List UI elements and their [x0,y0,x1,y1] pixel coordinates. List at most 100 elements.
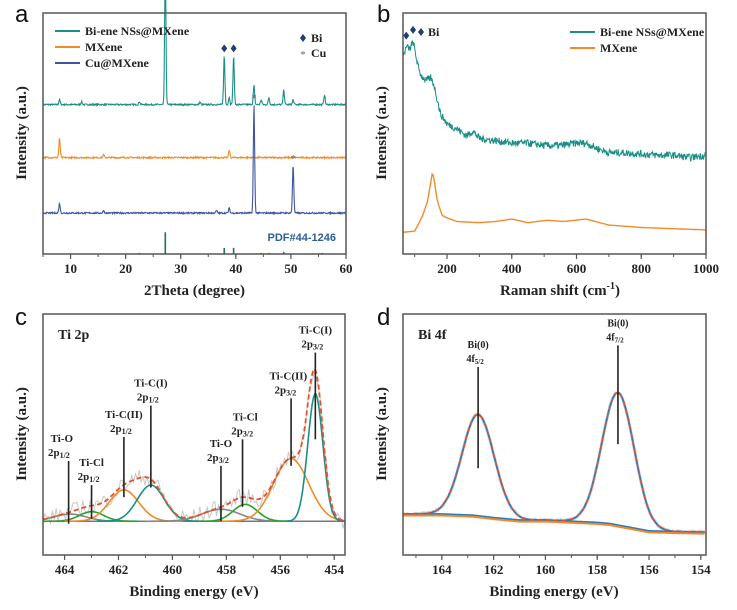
x-tick-label: 20 [119,261,132,276]
panel-c-frame [42,313,346,556]
panel-b-x-ticks: 200 400 600 800 1000 [414,254,719,276]
fit-envelope-line [403,391,705,533]
x-tick-label: 454 [324,562,344,577]
diamond-marker-icon [300,34,306,42]
x-tick-label: 462 [109,562,129,577]
peak-label-subscript: 3/2 [313,343,323,352]
panel-a-marker-legend: Bi * Cu [300,31,327,61]
fit-envelope-line [42,367,346,522]
peak-label-species: Bi(0) [607,318,628,329]
x-title-sup: -1 [607,281,615,292]
peak-label-species: Ti-Cl [233,411,258,423]
peak-label-subscript: 3/2 [286,388,296,397]
panel-d-x-ticks: 164 162 160 158 156 154 [415,555,711,577]
panel-a-frame [42,12,347,255]
panel-b-raman: b 200 400 600 800 1000 Raman shift (cm-1) In… [374,1,719,299]
peak-label-species: Ti-Cl [79,457,104,469]
x-tick-label: 162 [484,562,504,577]
raw-spectrum-line [402,391,706,536]
raw-spectrum-line [42,369,346,529]
x-tick-label: 154 [691,562,711,577]
panel-letter-b: b [377,1,390,28]
panel-letter-d: d [377,304,390,331]
panel-d-inset-title: Bi 4f [418,328,447,343]
peak-label-subscript: 3/2 [243,429,253,438]
fit-component-ti-cl-2p3-2 [196,503,293,523]
peak-label-orbital: 2p1/2 [78,471,100,484]
x-tick-label: 158 [587,562,607,577]
x-tick-label: 40 [229,261,242,276]
reference-pattern-label: PDF#44-1246 [268,232,337,244]
panel-d-plot-area [402,391,706,536]
x-tick-label: 460 [163,562,183,577]
panel-d-x-axis-title: Binding energy (eV) [489,584,618,600]
peak-label-species: Ti-C(I) [134,378,168,390]
panel-c-x-ticks: 464 462 460 458 456 454 [55,555,344,577]
legend-label-mxene: MXene [600,41,638,55]
series-line-bi-ene-nss-mxene [42,0,347,107]
panel-c-plot-area [42,367,346,529]
peak-label-subscript: 3/2 [219,456,229,465]
panel-d-y-axis-title: Intensity (a.u.) [374,387,390,481]
x-tick-label: 464 [55,562,75,577]
x-title-end: ) [615,283,620,299]
panel-a-legend: Bi-ene NSs@MXene MXene Cu@MXene [55,24,190,70]
x-tick-label: 30 [174,261,187,276]
panel-b-frame [402,12,707,255]
x-title-main: Raman shift (cm [500,283,607,299]
series-line-mxene [402,172,706,233]
fit-component-bi-0-4f7-2 [403,391,705,533]
panel-c-xps-ti2p: c 464 462 460 458 456 454 Binding energy (eV)… [14,304,346,600]
series-line-mxene [42,138,346,161]
panel-b-y-axis-title: Intensity (a.u.) [374,86,390,180]
panel-b-marker-legend: Bi [418,25,440,39]
peak-label-subscript: 5/2 [475,358,484,366]
x-tick-label: 400 [502,261,522,276]
peak-label-species: Ti-C(I) [299,325,333,337]
peak-label-orbital: 4f5/2 [466,354,484,366]
x-tick-label: 164 [432,562,452,577]
peak-label-orbital: 2p1/2 [48,447,70,460]
x-tick-label: 156 [639,562,659,577]
peak-label-orbital: 2p3/2 [301,339,323,352]
series-line-bi-ene-nss-mxene [402,40,707,162]
panel-b-plot-area [402,25,707,233]
panel-a-x-ticks: 10 20 30 40 50 60 [42,254,353,276]
asterisk-marker-icon: * [300,49,306,61]
peak-label-orbital: 4f7/2 [606,332,624,344]
bi-diamond-marker [410,25,417,34]
peak-label-subscript: 7/2 [615,336,624,344]
x-tick-label: 800 [632,261,652,276]
peak-label-orbital: 2p3/2 [207,452,229,465]
panel-d-frame [402,313,707,556]
peak-label-subscript: 1/2 [122,427,132,436]
panel-letter-a: a [15,1,29,28]
peak-label-subscript: 1/2 [149,396,159,405]
panel-a-y-axis-title: Intensity (a.u.) [14,86,30,180]
panel-b-legend: Bi-ene NSs@MXene MXene [570,25,705,55]
panel-d-xps-bi4f: d 164 162 160 158 156 154 Binding energy (eV)… [374,304,711,600]
series-line-cu-mxene [42,105,347,216]
x-tick-label: 50 [284,261,297,276]
fit-component-ti-o-2p1-2 [42,513,134,523]
panel-letter-c: c [15,304,27,331]
peak-label-orbital: 2p3/2 [231,425,253,438]
panel-c-x-axis-title: Binding energy (eV) [129,584,258,600]
x-tick-label: 10 [64,261,77,276]
x-tick-label: 200 [437,261,457,276]
peak-label-orbital: 2p1/2 [110,423,132,436]
x-tick-label: 600 [567,261,587,276]
peak-label-species: Ti-O [210,438,233,450]
bi-diamond-marker [230,44,237,53]
x-tick-label: 160 [536,562,556,577]
panel-a-x-axis-title: 2Theta (degree) [144,283,245,299]
peak-label-orbital: 2p1/2 [137,392,159,405]
peak-label-species: Bi(0) [468,340,489,351]
panel-c-annotations: Ti-O 2p1/2 Ti-Cl 2p1/2 Ti-C(II) 2p1/2 Ti-C(I) 2… [48,325,332,524]
legend-label-mxene: MXene [85,40,123,54]
panel-b-x-axis-title: Raman shift (cm-1) [500,281,620,299]
bi-diamond-marker [403,31,410,40]
marker-legend-label-bi: Bi [428,25,440,39]
peak-label-subscript: 1/2 [89,475,99,484]
x-tick-label: 1000 [693,261,719,276]
